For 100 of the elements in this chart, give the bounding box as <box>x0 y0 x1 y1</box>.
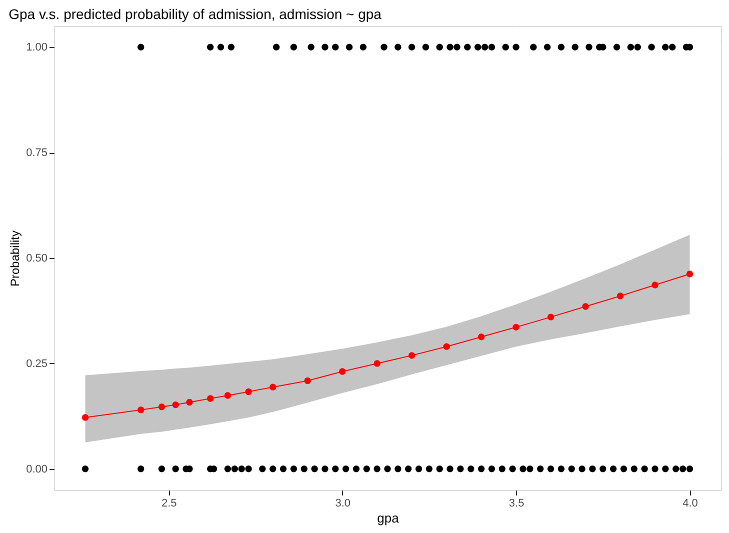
point <box>245 388 252 396</box>
point <box>172 401 179 408</box>
point <box>488 44 496 50</box>
point <box>454 44 460 50</box>
point <box>82 414 89 421</box>
point <box>231 466 238 472</box>
point <box>498 466 506 472</box>
point <box>669 44 676 50</box>
chart-title: Gpa v.s. predicted probability of admission, admission ~ gpa <box>8 6 382 22</box>
point <box>380 44 388 50</box>
point <box>346 44 353 50</box>
point <box>547 314 554 320</box>
point <box>172 466 179 472</box>
point <box>308 44 314 50</box>
point <box>408 44 416 50</box>
point <box>662 466 669 472</box>
point <box>426 466 433 472</box>
point <box>304 377 311 384</box>
point <box>394 466 402 472</box>
point <box>436 466 443 472</box>
point <box>186 398 193 406</box>
point <box>270 466 276 472</box>
point <box>394 44 402 50</box>
point <box>280 466 287 472</box>
point <box>436 44 443 50</box>
point <box>137 406 144 414</box>
point <box>589 466 596 472</box>
point <box>137 44 144 50</box>
point <box>578 466 586 472</box>
point <box>586 44 592 50</box>
y-tick-label: 0.75 <box>26 147 48 160</box>
point <box>228 44 235 50</box>
point <box>686 270 694 278</box>
y-tick-label: 1.00 <box>26 42 48 54</box>
point <box>290 44 298 50</box>
point <box>634 44 641 50</box>
point <box>206 395 214 402</box>
point <box>582 303 589 310</box>
point <box>648 44 655 50</box>
point <box>332 44 339 50</box>
point <box>272 44 280 50</box>
point <box>478 466 485 472</box>
point <box>446 44 454 50</box>
point <box>537 466 544 472</box>
point <box>509 466 516 472</box>
point <box>686 466 694 472</box>
point <box>679 466 686 472</box>
point <box>224 392 232 399</box>
point <box>217 44 224 50</box>
point <box>352 466 360 472</box>
point <box>443 343 450 350</box>
point <box>572 44 578 50</box>
point <box>322 466 328 472</box>
point <box>520 466 526 472</box>
point <box>404 466 412 472</box>
point <box>332 466 339 472</box>
point <box>82 466 89 472</box>
point <box>627 44 634 50</box>
point <box>672 466 680 472</box>
point <box>512 324 520 331</box>
point <box>374 466 380 472</box>
point <box>630 466 638 472</box>
point <box>530 44 537 50</box>
point <box>652 466 658 472</box>
x-axis-title: gpa <box>377 510 400 526</box>
point <box>137 466 144 472</box>
point <box>502 44 509 50</box>
point <box>238 466 245 472</box>
point <box>158 404 166 410</box>
x-tick-label: 3.0 <box>335 498 350 510</box>
point <box>457 466 464 472</box>
y-tick-label: 0.50 <box>26 252 48 264</box>
point <box>245 466 252 472</box>
point <box>613 44 620 50</box>
point <box>446 466 454 472</box>
x-tick-label: 3.5 <box>508 498 524 510</box>
point <box>468 466 474 472</box>
point <box>544 44 551 50</box>
point <box>547 466 554 472</box>
point <box>558 466 565 472</box>
point <box>342 466 350 472</box>
point <box>652 282 658 288</box>
point <box>474 44 482 50</box>
point <box>224 466 232 472</box>
point <box>300 466 308 472</box>
x-tick-label: 2.5 <box>161 498 177 510</box>
point <box>415 466 422 472</box>
point <box>322 44 328 50</box>
y-tick-label: 0.25 <box>26 358 48 370</box>
point <box>610 466 617 472</box>
point <box>616 292 624 300</box>
point <box>311 466 318 472</box>
point <box>206 44 214 50</box>
point <box>620 466 628 472</box>
point <box>526 466 534 472</box>
point <box>363 466 370 472</box>
point <box>481 44 488 50</box>
point <box>568 466 575 472</box>
point <box>384 466 391 472</box>
point <box>360 44 367 50</box>
